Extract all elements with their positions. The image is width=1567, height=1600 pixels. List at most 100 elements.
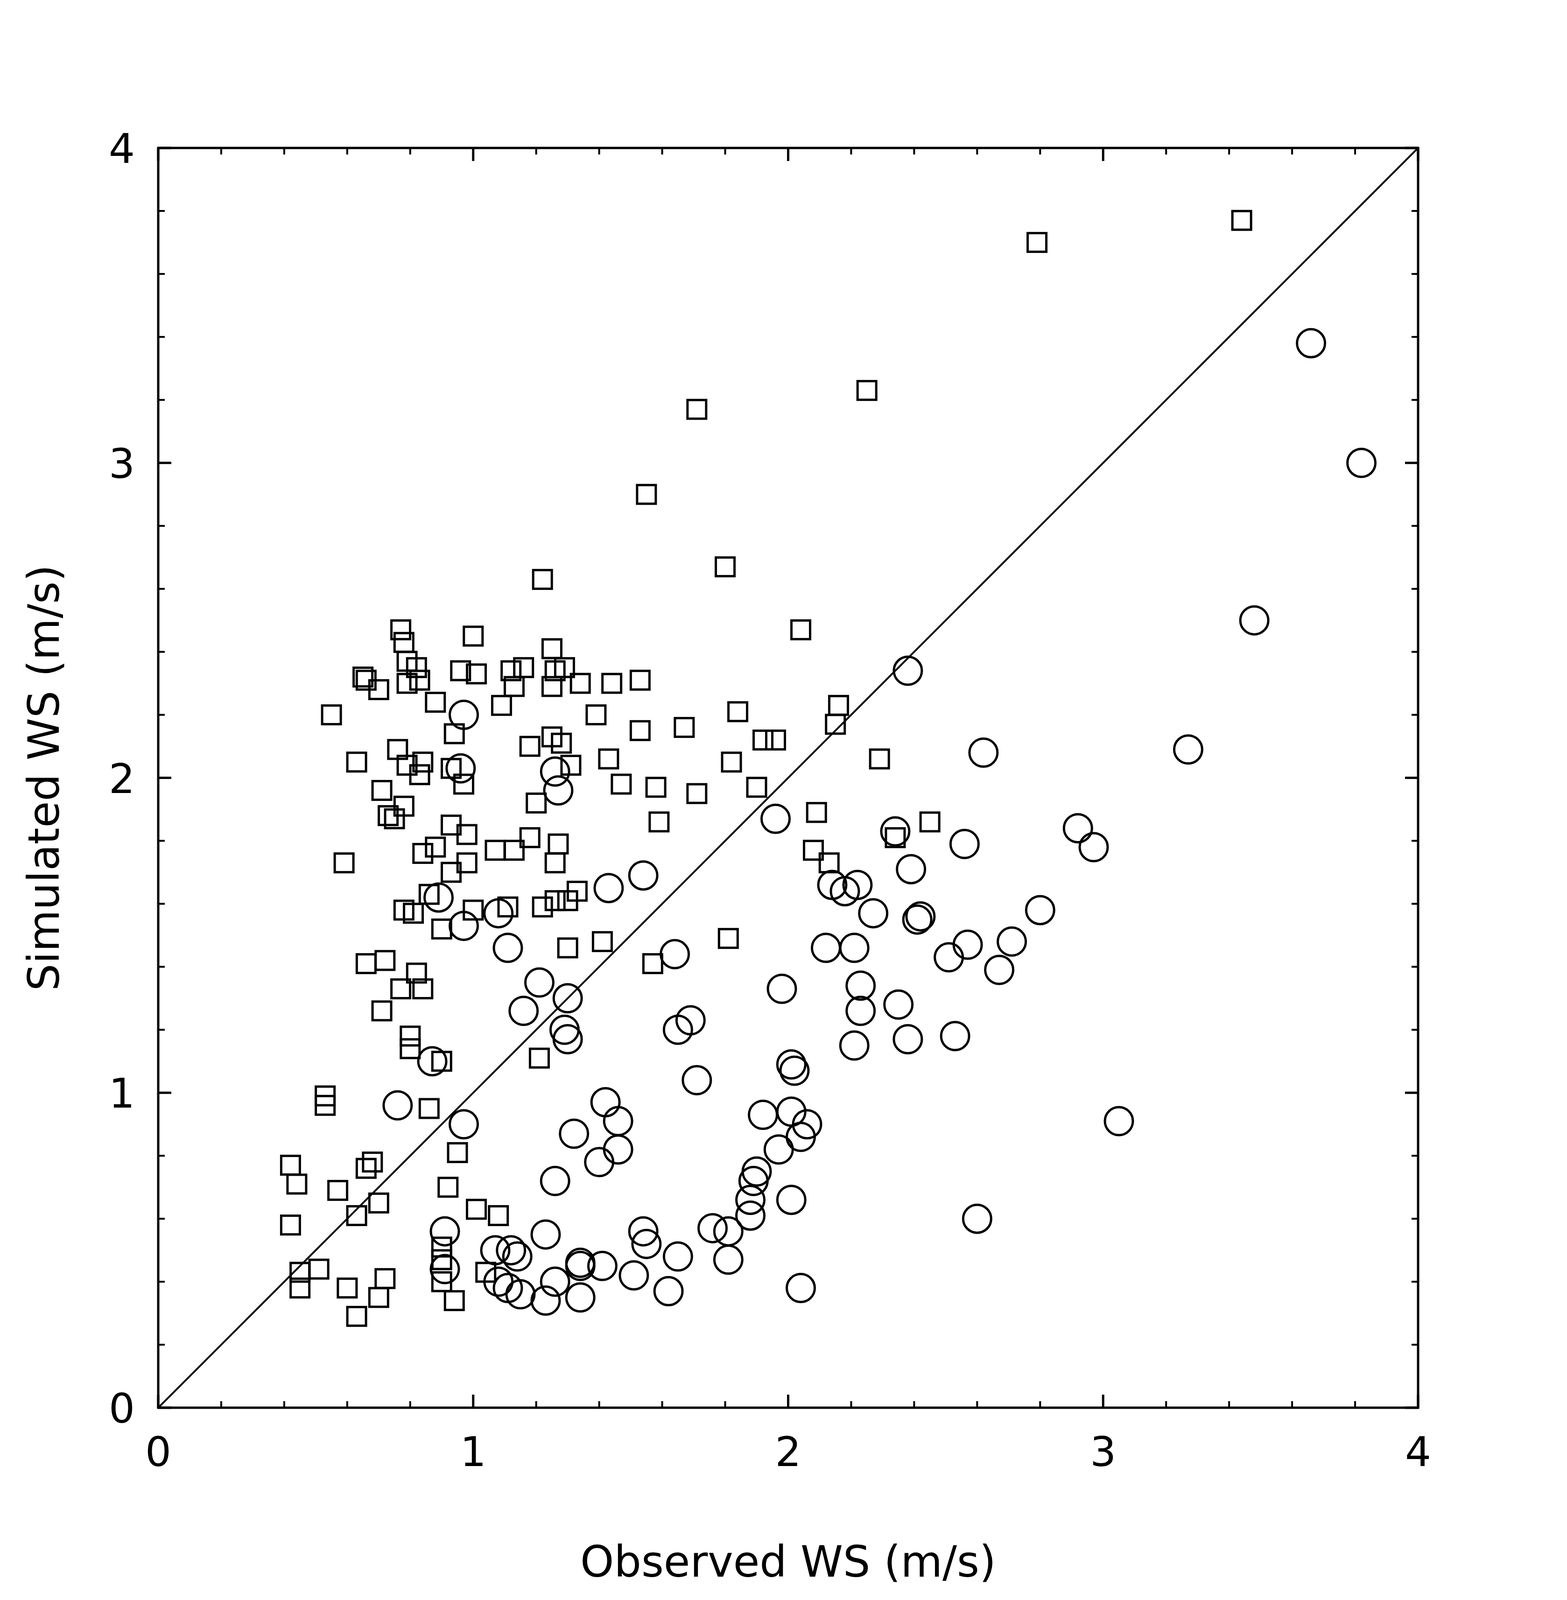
square-point (491, 695, 511, 715)
circle-point (840, 934, 869, 963)
square-point (747, 778, 766, 797)
square-point (466, 1200, 486, 1219)
circle-point (509, 997, 538, 1026)
square-point (545, 853, 565, 873)
y-minor-tick (1411, 1343, 1419, 1346)
circle-point (950, 829, 979, 858)
x-minor-tick (409, 147, 412, 155)
x-minor-tick (1165, 1401, 1167, 1408)
square-point (728, 702, 748, 722)
circle-point (560, 1119, 589, 1148)
circle-point (1025, 896, 1055, 925)
y-tick-right (1405, 1406, 1419, 1410)
square-point (545, 891, 565, 911)
square-point (533, 897, 552, 917)
square-point (791, 620, 810, 640)
square-point (599, 749, 619, 769)
x-minor-tick (346, 1401, 349, 1408)
y-minor-tick (158, 714, 165, 717)
reference-line (158, 147, 1419, 1408)
square-point (570, 674, 590, 693)
circle-point (941, 1022, 970, 1051)
square-point (372, 780, 392, 800)
square-point (819, 853, 839, 873)
circle-point (830, 877, 859, 906)
x-tick (1102, 1394, 1105, 1408)
square-point (372, 1001, 392, 1021)
circle-point (786, 1274, 815, 1303)
x-tick (157, 1394, 160, 1408)
y-tick-label: 2 (108, 754, 135, 803)
square-point (457, 825, 477, 844)
square-point (394, 632, 414, 652)
square-point (369, 680, 388, 700)
circle-point (446, 754, 475, 783)
circle-point (1347, 449, 1376, 478)
y-tick-right (1405, 147, 1419, 150)
circle-point (997, 927, 1026, 956)
circle-point (884, 990, 913, 1019)
y-minor-tick (1411, 1154, 1419, 1157)
x-minor-tick (535, 147, 538, 155)
circle-point (383, 1091, 412, 1120)
x-minor-tick (283, 1401, 286, 1408)
circle-point (585, 1148, 614, 1177)
y-minor-tick (1411, 1280, 1419, 1283)
circle-point (985, 955, 1014, 984)
y-minor-tick (1411, 273, 1419, 275)
y-minor-tick (1411, 399, 1419, 401)
circle-point (654, 1277, 683, 1306)
square-point (463, 626, 483, 646)
square-point (316, 1096, 335, 1115)
circle-point (786, 1123, 815, 1152)
square-point (328, 1180, 348, 1200)
circle-point (1063, 814, 1092, 843)
square-point (489, 1206, 508, 1225)
circle-point (531, 1220, 560, 1249)
circle-point (962, 1204, 991, 1233)
square-point (442, 863, 461, 882)
square-point (548, 834, 568, 854)
square-point (287, 1174, 307, 1194)
y-minor-tick (158, 902, 165, 905)
x-minor-tick (661, 1401, 664, 1408)
square-point (542, 677, 562, 696)
square-point (410, 765, 429, 785)
square-point (870, 749, 889, 769)
x-minor-tick (409, 1401, 412, 1408)
y-tick (158, 461, 172, 464)
x-minor-tick (976, 147, 978, 155)
x-tick (1417, 1394, 1420, 1408)
circle-point (714, 1217, 743, 1246)
x-minor-tick (598, 1401, 601, 1408)
circle-point (1079, 833, 1108, 862)
x-minor-tick (1228, 147, 1230, 155)
circle-point (682, 1066, 711, 1095)
circle-point (846, 997, 875, 1026)
square-point (426, 693, 445, 712)
circle-point (484, 899, 513, 928)
circle-point (594, 874, 623, 903)
square-point (807, 803, 826, 823)
circle-point (1240, 606, 1269, 635)
circle-point (566, 1283, 595, 1312)
square-point (309, 1259, 329, 1279)
square-point (637, 484, 656, 504)
square-point (400, 1026, 420, 1046)
circle-point (1297, 329, 1326, 358)
circle-point (761, 804, 790, 833)
circle-point (736, 1186, 765, 1215)
circle-point (780, 1056, 809, 1085)
square-point (413, 843, 433, 863)
x-minor-tick (535, 1401, 538, 1408)
circle-point (541, 757, 570, 786)
y-minor-tick (1411, 588, 1419, 591)
circle-point (777, 1186, 806, 1215)
circle-point (604, 1107, 633, 1136)
x-minor-tick (1039, 1401, 1041, 1408)
x-minor-tick (598, 147, 601, 155)
x-tick-top (787, 147, 790, 162)
circle-point (846, 971, 875, 1000)
circle-point (449, 701, 478, 730)
circle-point (660, 940, 689, 969)
